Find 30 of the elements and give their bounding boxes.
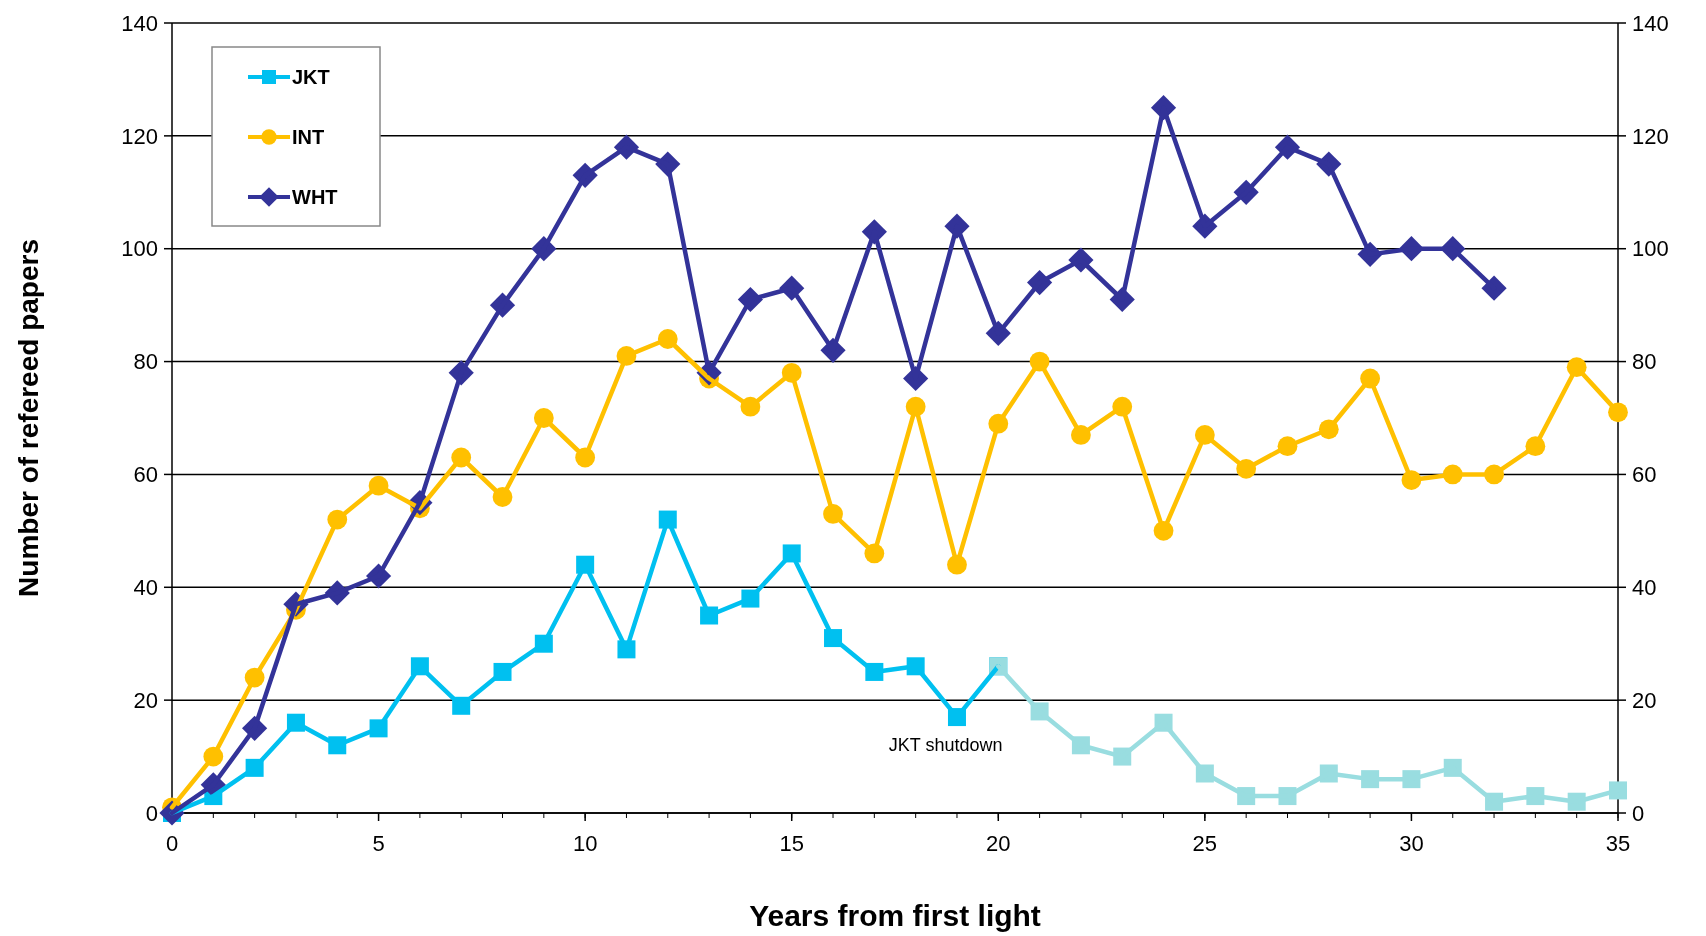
legend-label: JKT bbox=[292, 66, 330, 88]
legend-label: INT bbox=[292, 126, 325, 148]
y2-tick-label: 20 bbox=[1632, 687, 1657, 713]
x-tick-label: 10 bbox=[572, 831, 598, 856]
y-tick-label: 140 bbox=[121, 10, 158, 36]
y-tick-label: 0 bbox=[145, 800, 158, 826]
x-tick-label: 35 bbox=[1605, 831, 1631, 856]
y2-tick-label: 100 bbox=[1632, 236, 1669, 262]
y2-tick-label: 0 bbox=[1632, 800, 1645, 826]
x-tick-label: 30 bbox=[1399, 831, 1424, 856]
x-tick-label: 5 bbox=[372, 831, 385, 856]
annotation: JKT shutdown bbox=[888, 735, 1003, 755]
y-tick-label: 60 bbox=[133, 462, 158, 488]
y-tick-label: 40 bbox=[133, 574, 158, 600]
y2-tick-label: 140 bbox=[1632, 10, 1669, 36]
y2-tick-label: 60 bbox=[1632, 462, 1657, 488]
y2-tick-label: 80 bbox=[1632, 349, 1657, 375]
x-tick-label: 0 bbox=[165, 831, 179, 856]
legend-label: WHT bbox=[292, 186, 338, 208]
y2-tick-label: 40 bbox=[1632, 574, 1657, 600]
y-tick-label: 100 bbox=[121, 236, 158, 262]
y-axis-title: Number of refereed papers bbox=[13, 239, 44, 597]
x-tick-label: 25 bbox=[1192, 831, 1218, 856]
y-tick-label: 20 bbox=[133, 687, 158, 713]
y-tick-label: 80 bbox=[133, 349, 158, 375]
x-tick-label: 20 bbox=[986, 831, 1011, 856]
y2-tick-label: 120 bbox=[1632, 123, 1669, 149]
x-axis-title: Years from first light bbox=[749, 899, 1041, 932]
y-tick-label: 120 bbox=[121, 123, 158, 149]
x-tick-label: 15 bbox=[779, 831, 804, 856]
